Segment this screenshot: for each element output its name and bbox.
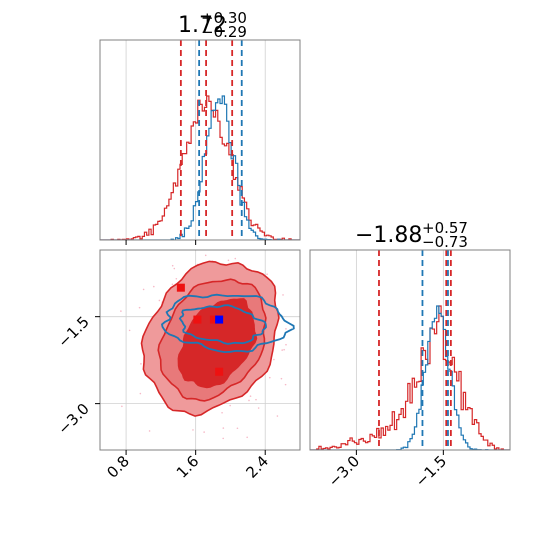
sample-point — [249, 395, 252, 397]
sample-point — [268, 376, 271, 379]
sample-point — [236, 427, 239, 430]
panel-frame — [309, 249, 511, 451]
sample-point — [222, 437, 224, 440]
title-x-main: 1.72 — [178, 13, 227, 38]
y-tick-label: −3.0 — [54, 400, 92, 438]
x-tick-label-right: −1.5 — [412, 452, 450, 490]
contour-blue-inner — [178, 304, 267, 345]
sample-point — [273, 358, 275, 361]
sample-point — [192, 429, 194, 431]
histogram-blue-x — [100, 95, 300, 240]
sample-point — [139, 392, 142, 395]
marker-red — [215, 367, 224, 376]
sample-point — [171, 264, 174, 267]
marginal-histogram-y — [309, 249, 511, 451]
panel-frame — [99, 39, 301, 241]
panel-background — [310, 250, 510, 450]
y-tick-label: −1.5 — [54, 313, 92, 351]
sample-point — [175, 277, 178, 280]
title-x-plus: +0.30 — [201, 9, 247, 27]
x-tick-label-right: −3.0 — [325, 452, 363, 490]
sample-point — [276, 415, 279, 417]
sample-point — [285, 343, 287, 346]
title-y-minus: −0.73 — [422, 233, 468, 251]
sample-point — [246, 436, 248, 439]
x-tick-label: 0.8 — [103, 452, 133, 482]
sample-point — [255, 398, 257, 401]
marker-red — [176, 283, 185, 292]
sample-point — [227, 259, 230, 262]
marker-red — [209, 315, 218, 324]
title-y-plus: +0.57 — [422, 219, 468, 237]
sample-point — [257, 407, 260, 409]
sample-point — [229, 404, 231, 407]
histogram-blue-y — [310, 305, 510, 450]
title-y-main: −1.88 — [355, 223, 422, 248]
marker-blue — [215, 315, 224, 324]
sample-point — [171, 283, 174, 286]
sample-point — [138, 306, 141, 309]
sample-point — [282, 294, 284, 296]
sample-point — [128, 329, 131, 332]
sample-point — [204, 254, 207, 257]
panel-frame — [99, 249, 301, 451]
sample-point — [283, 348, 285, 351]
sample-point — [142, 288, 145, 291]
sample-point — [284, 383, 287, 386]
sample-point — [148, 430, 151, 432]
sample-point — [203, 431, 205, 433]
sample-point — [222, 427, 225, 429]
sample-point — [158, 299, 161, 302]
sample-point — [140, 363, 142, 365]
joint-contents — [100, 240, 300, 450]
sample-point — [234, 257, 237, 260]
sample-point — [172, 240, 174, 242]
marker-red — [193, 315, 202, 324]
histogram-red-y — [310, 305, 510, 450]
sample-point — [280, 377, 283, 380]
joint-contour-panel — [99, 240, 301, 451]
sample-point — [248, 399, 250, 402]
sample-point — [152, 285, 155, 288]
sample-point — [173, 267, 176, 270]
contour-blue-outer — [161, 293, 295, 354]
x-tick-label: 1.6 — [173, 452, 203, 482]
sample-point — [221, 411, 223, 414]
sample-point — [120, 310, 122, 312]
sample-point — [285, 328, 287, 330]
sample-point — [266, 273, 268, 276]
x-tick-label: 2.4 — [242, 452, 272, 482]
sample-point — [281, 349, 283, 351]
sample-point — [121, 405, 123, 408]
marginal-histogram-x — [99, 39, 301, 241]
title-param-x: 1.72 +0.30 −0.29 — [178, 9, 247, 41]
title-x-minus: −0.29 — [201, 23, 247, 41]
title-param-y: −1.88 +0.57 −0.73 — [355, 219, 468, 251]
